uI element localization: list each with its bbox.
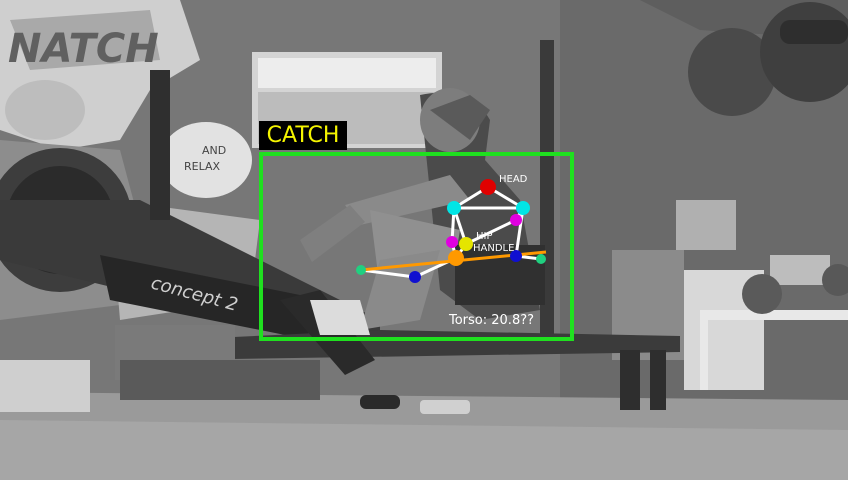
wrist-keypoint [459, 237, 473, 251]
left-ankle-keypoint [356, 265, 366, 275]
right-elbow-keypoint [510, 214, 522, 226]
sign-text-line1: AND [202, 144, 226, 157]
hip-keypoint [448, 250, 464, 266]
left-knee-keypoint [409, 271, 421, 283]
gym-equipment [540, 2, 848, 390]
right-ankle-keypoint [536, 254, 546, 264]
rower-bounding-box [259, 152, 574, 341]
right-shoulder-keypoint [516, 201, 530, 215]
wall-lettering: NATCH [8, 26, 159, 72]
stroke-phase-label: CATCH [259, 121, 347, 150]
hip-label: HIP [476, 231, 493, 242]
right-knee-keypoint [510, 250, 522, 262]
head-keypoint [480, 179, 496, 195]
left-elbow-keypoint [446, 236, 458, 248]
head-label: HEAD [499, 174, 528, 185]
handle-label: HANDLE [473, 243, 515, 254]
torso-angle-readout: Torso: 20.8?? [449, 313, 535, 328]
left-shoulder-keypoint [447, 201, 461, 215]
sign-text-line2: RELAX [184, 160, 220, 173]
